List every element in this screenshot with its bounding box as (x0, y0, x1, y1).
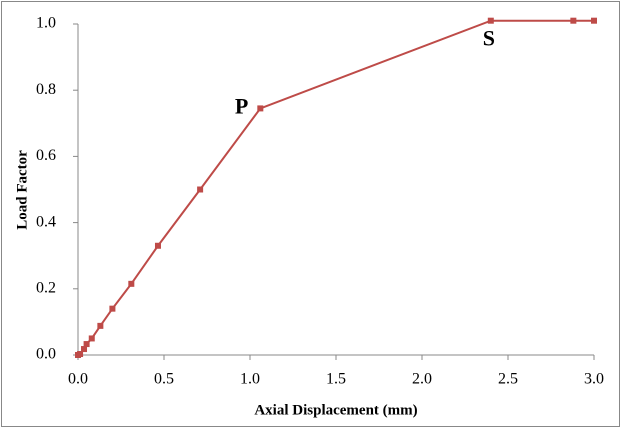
annotation: S (483, 26, 495, 51)
point-marker (109, 305, 116, 312)
point-marker (257, 105, 264, 112)
point-marker (128, 280, 135, 287)
point-marker (77, 351, 84, 358)
y-tick-label: 0.2 (36, 279, 56, 296)
point-marker (81, 346, 88, 353)
x-tick-label: 3.0 (584, 371, 604, 388)
x-tick-label: 2.0 (412, 371, 432, 388)
y-tick-label: 1.0 (36, 15, 56, 32)
point-marker (197, 186, 204, 193)
x-axis-title: Axial Displacement (mm) (254, 402, 417, 418)
point-marker (97, 322, 104, 329)
point-marker (88, 335, 95, 342)
x-tick-label: 2.5 (498, 371, 518, 388)
x-tick-label: 0.0 (68, 371, 88, 388)
point-marker (487, 17, 494, 24)
y-tick-label: 0.4 (36, 213, 56, 230)
point-marker (154, 242, 161, 249)
y-tick-label: 0.8 (36, 81, 56, 98)
y-tick-label: 0.6 (36, 147, 56, 164)
point-marker (570, 17, 577, 24)
y-axis-title: Load Factor (14, 150, 30, 230)
x-tick-label: 0.5 (154, 371, 174, 388)
point-marker (591, 17, 597, 24)
x-tick-label: 1.0 (240, 371, 260, 388)
annotation: P (235, 93, 248, 118)
point-marker (83, 341, 90, 348)
x-tick-label: 1.5 (326, 371, 346, 388)
y-tick-label: 0.0 (36, 346, 56, 363)
